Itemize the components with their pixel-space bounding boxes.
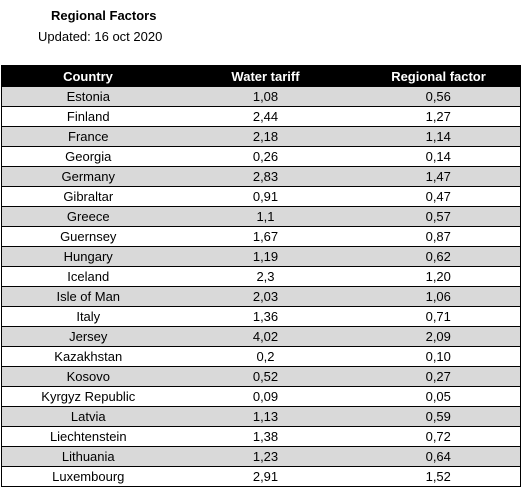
country-cell[interactable]: Iceland — [1, 266, 175, 287]
water-tariff-cell[interactable]: 4,02 — [174, 326, 357, 347]
table-row[interactable]: Luxembourg 2,91 1,52 — [1, 466, 521, 487]
water-tariff-cell[interactable]: 1,19 — [174, 246, 357, 267]
column-header-country[interactable]: Country — [1, 65, 175, 87]
regional-factor-cell[interactable]: 0,14 — [356, 146, 521, 167]
table-row[interactable]: Hungary 1,19 0,62 — [1, 246, 521, 267]
table-row[interactable]: Estonia 1,08 0,56 — [1, 86, 521, 107]
country-cell[interactable]: Liechtenstein — [1, 426, 175, 447]
country-cell[interactable]: Greece — [1, 206, 175, 227]
table-row[interactable]: Lithuania 1,23 0,64 — [1, 446, 521, 467]
regional-factor-cell[interactable]: 1,27 — [356, 106, 521, 127]
table-header: Country Water tariff Regional factor — [1, 65, 521, 87]
regional-factor-cell[interactable]: 2,09 — [356, 326, 521, 347]
table-row[interactable]: Iceland 2,3 1,20 — [1, 266, 521, 287]
country-cell[interactable]: Kosovo — [1, 366, 175, 387]
table-body: Estonia 1,08 0,56 Finland 2,44 1,27 France 2,18… — [1, 86, 521, 487]
country-cell[interactable]: Italy — [1, 306, 175, 327]
table-row[interactable]: Liechtenstein 1,38 0,72 — [1, 426, 521, 447]
country-cell[interactable]: Luxembourg — [1, 466, 175, 487]
water-tariff-cell[interactable]: 1,13 — [174, 406, 357, 427]
country-cell[interactable]: Kazakhstan — [1, 346, 175, 367]
water-tariff-cell[interactable]: 1,1 — [174, 206, 357, 227]
water-tariff-cell[interactable]: 2,3 — [174, 266, 357, 287]
regional-factor-cell[interactable]: 0,10 — [356, 346, 521, 367]
regional-factor-cell[interactable]: 0,64 — [356, 446, 521, 467]
country-cell[interactable]: Guernsey — [1, 226, 175, 247]
country-cell[interactable]: Isle of Man — [1, 286, 175, 307]
regional-factor-cell[interactable]: 0,27 — [356, 366, 521, 387]
regional-factor-cell[interactable]: 1,20 — [356, 266, 521, 287]
regional-factor-cell[interactable]: 1,06 — [356, 286, 521, 307]
country-cell[interactable]: Hungary — [1, 246, 175, 267]
regional-factor-cell[interactable]: 0,56 — [356, 86, 521, 107]
regional-factor-cell[interactable]: 0,47 — [356, 186, 521, 207]
table-row[interactable]: Kyrgyz Republic 0,09 0,05 — [1, 386, 521, 407]
water-tariff-cell[interactable]: 2,03 — [174, 286, 357, 307]
country-cell[interactable]: Gibraltar — [1, 186, 175, 207]
regional-factor-cell[interactable]: 1,47 — [356, 166, 521, 187]
water-tariff-cell[interactable]: 2,91 — [174, 466, 357, 487]
country-cell[interactable]: Georgia — [1, 146, 175, 167]
column-header-water-tariff[interactable]: Water tariff — [174, 65, 357, 87]
regional-factor-cell[interactable]: 0,59 — [356, 406, 521, 427]
document-title: Regional Factors — [51, 8, 157, 23]
header-row: Country Water tariff Regional factor — [1, 65, 521, 87]
regional-factor-cell[interactable]: 0,62 — [356, 246, 521, 267]
country-cell[interactable]: Finland — [1, 106, 175, 127]
regional-factors-table: Country Water tariff Regional factor Est… — [1, 65, 521, 487]
table-row[interactable]: Isle of Man 2,03 1,06 — [1, 286, 521, 307]
water-tariff-cell[interactable]: 0,09 — [174, 386, 357, 407]
water-tariff-cell[interactable]: 0,2 — [174, 346, 357, 367]
updated-date: Updated: 16 oct 2020 — [38, 29, 163, 44]
water-tariff-cell[interactable]: 2,83 — [174, 166, 357, 187]
table-row[interactable]: Greece 1,1 0,57 — [1, 206, 521, 227]
country-cell[interactable]: Germany — [1, 166, 175, 187]
country-cell[interactable]: Latvia — [1, 406, 175, 427]
water-tariff-cell[interactable]: 2,44 — [174, 106, 357, 127]
document-header: Regional Factors Updated: 16 oct 2020 — [0, 0, 521, 62]
water-tariff-cell[interactable]: 0,26 — [174, 146, 357, 167]
water-tariff-cell[interactable]: 0,52 — [174, 366, 357, 387]
water-tariff-cell[interactable]: 1,38 — [174, 426, 357, 447]
table-row[interactable]: Kazakhstan 0,2 0,10 — [1, 346, 521, 367]
table-row[interactable]: Latvia 1,13 0,59 — [1, 406, 521, 427]
country-cell[interactable]: Jersey — [1, 326, 175, 347]
table-row[interactable]: Finland 2,44 1,27 — [1, 106, 521, 127]
regional-factor-cell[interactable]: 0,05 — [356, 386, 521, 407]
table-row[interactable]: Kosovo 0,52 0,27 — [1, 366, 521, 387]
column-header-regional-factor[interactable]: Regional factor — [356, 65, 521, 87]
table-row[interactable]: Guernsey 1,67 0,87 — [1, 226, 521, 247]
table-row[interactable]: Gibraltar 0,91 0,47 — [1, 186, 521, 207]
regional-factor-cell[interactable]: 1,52 — [356, 466, 521, 487]
water-tariff-cell[interactable]: 1,08 — [174, 86, 357, 107]
regional-factor-cell[interactable]: 0,71 — [356, 306, 521, 327]
water-tariff-cell[interactable]: 1,36 — [174, 306, 357, 327]
water-tariff-cell[interactable]: 0,91 — [174, 186, 357, 207]
regional-factor-cell[interactable]: 0,57 — [356, 206, 521, 227]
regional-factor-cell[interactable]: 0,72 — [356, 426, 521, 447]
table-row[interactable]: Germany 2,83 1,47 — [1, 166, 521, 187]
water-tariff-cell[interactable]: 1,23 — [174, 446, 357, 467]
country-cell[interactable]: France — [1, 126, 175, 147]
table-row[interactable]: Georgia 0,26 0,14 — [1, 146, 521, 167]
country-cell[interactable]: Lithuania — [1, 446, 175, 467]
table-row[interactable]: France 2,18 1,14 — [1, 126, 521, 147]
water-tariff-cell[interactable]: 1,67 — [174, 226, 357, 247]
country-cell[interactable]: Estonia — [1, 86, 175, 107]
country-cell[interactable]: Kyrgyz Republic — [1, 386, 175, 407]
table-row[interactable]: Jersey 4,02 2,09 — [1, 326, 521, 347]
regional-factor-cell[interactable]: 1,14 — [356, 126, 521, 147]
table-row[interactable]: Italy 1,36 0,71 — [1, 306, 521, 327]
water-tariff-cell[interactable]: 2,18 — [174, 126, 357, 147]
regional-factor-cell[interactable]: 0,87 — [356, 226, 521, 247]
